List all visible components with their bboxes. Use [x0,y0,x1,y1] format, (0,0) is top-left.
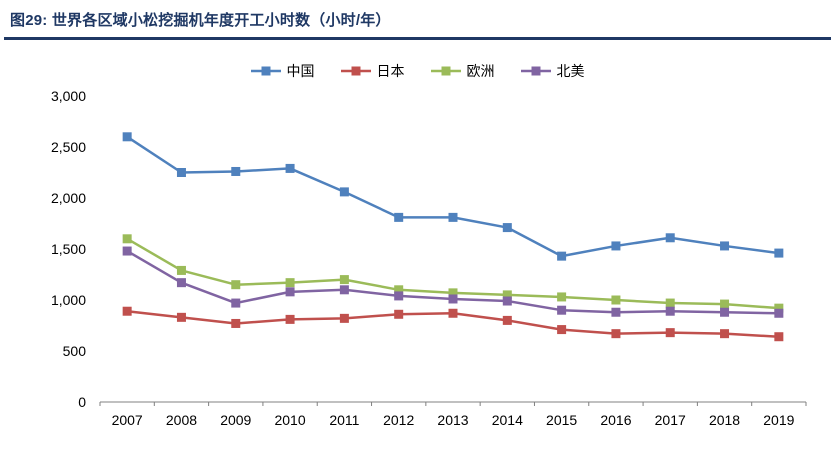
legend-item-3: 北美 [520,61,585,81]
chart-title: 图29: 世界各区域小松挖掘机年度开工小时数（小时/年） [10,12,391,29]
x-tick-label: 2014 [492,412,523,428]
data-point-marker [557,305,567,315]
x-axis-ticks [99,402,807,406]
x-tick-label: 2015 [546,412,577,428]
data-point-marker [231,280,241,290]
data-point-marker [394,291,404,301]
data-point-marker [774,303,784,313]
data-point-marker [339,313,349,323]
series-1 [122,306,784,342]
data-point-marker [285,314,295,324]
data-point-marker [448,308,458,318]
series-2 [122,234,784,313]
legend-item-2: 欧洲 [430,61,495,81]
data-point-marker [448,294,458,304]
x-tick-label: 2012 [383,412,414,428]
data-point-marker [285,287,295,297]
data-point-marker [774,248,784,258]
y-tick-label: 0 [78,394,86,410]
data-point-marker [231,318,241,328]
x-tick-label: 2019 [763,412,794,428]
data-point-marker [231,298,241,308]
y-tick-label: 1,000 [51,292,86,308]
legend-marker-icon [430,66,461,76]
legend-label: 北美 [556,63,585,79]
data-point-marker [774,308,784,318]
data-point-marker [502,290,512,300]
legend-item-0: 中国 [250,61,315,81]
data-point-marker [394,212,404,222]
data-point-marker [339,285,349,295]
x-tick-label: 2010 [274,412,305,428]
data-point-marker [448,288,458,298]
x-tick-label: 2007 [112,412,143,428]
data-point-marker [557,292,567,302]
x-tick-label: 2008 [166,412,197,428]
data-point-marker [176,168,186,177]
data-point-marker [720,329,730,339]
legend-label: 欧洲 [466,63,495,79]
series-line [126,135,780,258]
y-axis-labels: 0 500 1,000 1,500 2,000 2,500 3,000 [51,88,86,410]
legend-marker-icon [520,66,551,76]
data-point-marker [122,234,132,244]
data-point-marker [394,309,404,319]
data-point-marker [285,163,295,173]
data-point-marker [665,298,675,308]
data-point-marker [774,332,784,342]
data-point-marker [720,241,730,251]
x-tick-label: 2016 [600,412,631,428]
title-divider [4,37,831,40]
data-point-marker [448,212,458,222]
data-point-marker [122,306,132,316]
y-tick-label: 2,500 [51,139,86,155]
x-tick-label: 2018 [709,412,740,428]
data-point-marker [611,329,621,339]
data-point-marker [611,295,621,305]
data-point-marker [502,315,512,325]
data-point-marker [231,166,241,176]
data-point-marker [285,278,295,288]
legend-marker-icon [340,66,371,76]
y-tick-label: 2,000 [51,190,86,206]
data-point-marker [665,306,675,316]
x-tick-label: 2011 [329,412,359,428]
data-point-marker [502,296,512,306]
data-point-marker [176,265,186,275]
y-tick-label: 3,000 [51,88,86,104]
data-point-marker [720,299,730,309]
data-point-marker [720,307,730,317]
data-point-marker [339,275,349,285]
data-point-marker [122,132,132,142]
data-point-marker [665,328,675,338]
y-tick-label: 500 [63,343,87,359]
legend-label: 日本 [376,63,405,79]
data-point-marker [394,285,404,295]
data-point-marker [176,312,186,322]
legend-marker-icon [250,66,281,76]
data-point-marker [176,278,186,288]
series-3 [122,246,784,318]
x-tick-label: 2009 [220,412,251,428]
x-tick-label: 2017 [655,412,686,428]
data-point-marker [557,325,567,335]
data-point-marker [557,251,567,261]
y-tick-label: 1,500 [51,241,86,257]
series-0 [122,132,784,261]
legend-label: 中国 [286,63,315,79]
chart-legend: 中国 日本 欧洲 北美 [0,62,835,80]
data-point-marker [665,233,675,243]
data-point-marker [611,307,621,317]
data-point-marker [122,246,132,256]
x-axis-labels: 2007 2008 2009 2010 2011 2012 2013 2014 2015 2016… [112,412,795,428]
x-tick-label: 2013 [437,412,468,428]
legend-item-1: 日本 [340,61,405,81]
data-point-marker [339,187,349,197]
data-point-marker [611,241,621,251]
data-point-marker [502,223,512,233]
